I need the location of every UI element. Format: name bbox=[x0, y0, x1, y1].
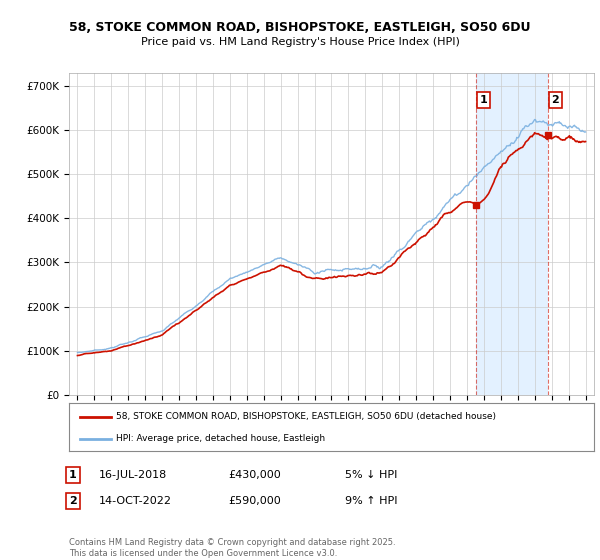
Bar bbox=[476, 73, 548, 395]
Text: 1: 1 bbox=[69, 470, 77, 480]
Text: 58, STOKE COMMON ROAD, BISHOPSTOKE, EASTLEIGH, SO50 6DU (detached house): 58, STOKE COMMON ROAD, BISHOPSTOKE, EAST… bbox=[116, 412, 496, 421]
Text: HPI: Average price, detached house, Eastleigh: HPI: Average price, detached house, East… bbox=[116, 435, 325, 444]
Text: Contains HM Land Registry data © Crown copyright and database right 2025.
This d: Contains HM Land Registry data © Crown c… bbox=[69, 538, 395, 558]
Text: £430,000: £430,000 bbox=[228, 470, 281, 480]
Text: £590,000: £590,000 bbox=[228, 496, 281, 506]
Text: 2: 2 bbox=[551, 95, 559, 105]
Text: 5% ↓ HPI: 5% ↓ HPI bbox=[345, 470, 397, 480]
Text: 1: 1 bbox=[479, 95, 487, 105]
Text: 9% ↑ HPI: 9% ↑ HPI bbox=[345, 496, 398, 506]
Text: 14-OCT-2022: 14-OCT-2022 bbox=[99, 496, 172, 506]
Text: 58, STOKE COMMON ROAD, BISHOPSTOKE, EASTLEIGH, SO50 6DU: 58, STOKE COMMON ROAD, BISHOPSTOKE, EAST… bbox=[69, 21, 531, 34]
Text: 2: 2 bbox=[69, 496, 77, 506]
Text: 16-JUL-2018: 16-JUL-2018 bbox=[99, 470, 167, 480]
Text: Price paid vs. HM Land Registry's House Price Index (HPI): Price paid vs. HM Land Registry's House … bbox=[140, 37, 460, 47]
